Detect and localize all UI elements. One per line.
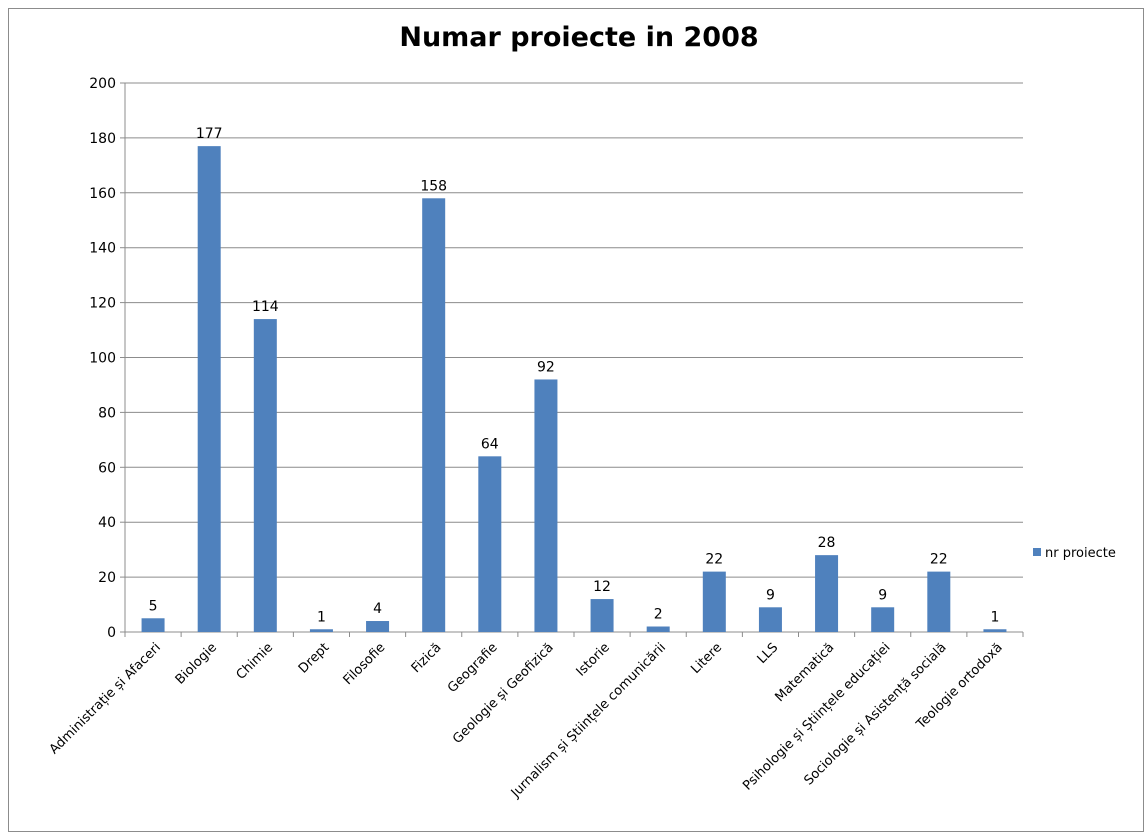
category-label: Fizică — [409, 640, 445, 676]
data-label: 9 — [766, 587, 775, 603]
category-label: Filosofie — [341, 640, 389, 688]
category-label: Biologie — [173, 640, 220, 687]
data-label: 2 — [654, 607, 663, 623]
bar — [647, 627, 670, 632]
data-label: 12 — [593, 579, 611, 595]
data-label: 114 — [252, 299, 279, 315]
bar — [927, 572, 950, 632]
y-tick-label: 20 — [98, 570, 116, 586]
bar — [310, 629, 333, 632]
bar — [366, 621, 389, 632]
data-label: 5 — [149, 598, 158, 614]
bar — [871, 607, 894, 632]
category-label: Geografie — [445, 640, 501, 696]
bar — [254, 319, 277, 632]
bar — [142, 618, 165, 632]
category-label: Istorie — [574, 640, 613, 679]
y-tick-label: 60 — [98, 460, 116, 476]
bar — [703, 572, 726, 632]
y-tick-label: 180 — [89, 131, 116, 147]
data-label: 4 — [373, 601, 382, 617]
chart-title: Numar proiecte in 2008 — [399, 22, 758, 53]
bar — [534, 379, 557, 632]
category-label: Drept — [296, 640, 332, 676]
bar — [591, 599, 614, 632]
data-label: 22 — [705, 552, 723, 568]
legend-label: nr proiecte — [1045, 546, 1116, 561]
category-label: Administrație și Afaceri — [47, 640, 164, 757]
y-tick-label: 40 — [98, 515, 116, 531]
legend: nr proiecte — [1033, 546, 1116, 561]
data-label: 9 — [878, 587, 887, 603]
bar — [422, 198, 445, 632]
y-tick-label: 200 — [89, 76, 116, 92]
data-label: 1 — [990, 609, 999, 625]
data-label: 177 — [196, 126, 223, 142]
bar — [478, 456, 501, 632]
bars — [142, 146, 1007, 632]
y-tick-label: 100 — [89, 351, 116, 367]
data-label: 158 — [420, 178, 447, 194]
legend-swatch — [1033, 548, 1041, 556]
y-tick-label: 140 — [89, 241, 116, 257]
y-tick-label: 0 — [107, 625, 116, 641]
y-tick-label: 80 — [98, 405, 116, 421]
data-label: 28 — [818, 535, 836, 551]
data-label: 22 — [930, 552, 948, 568]
bar — [983, 629, 1006, 632]
category-label: Litere — [688, 640, 725, 677]
y-tick-label: 120 — [89, 296, 116, 312]
y-tick-label: 160 — [89, 186, 116, 202]
bar — [198, 146, 221, 632]
data-label: 64 — [481, 436, 499, 452]
bar — [815, 555, 838, 632]
category-labels: Administrație și Afaceri Biologie Chimie Dr… — [47, 640, 1006, 801]
category-label: Chimie — [234, 640, 277, 683]
bar — [759, 607, 782, 632]
category-label: LLS — [755, 640, 782, 667]
category-label: Geologie și Geofizică — [450, 640, 557, 747]
data-label: 1 — [317, 609, 326, 625]
data-label: 92 — [537, 359, 555, 375]
